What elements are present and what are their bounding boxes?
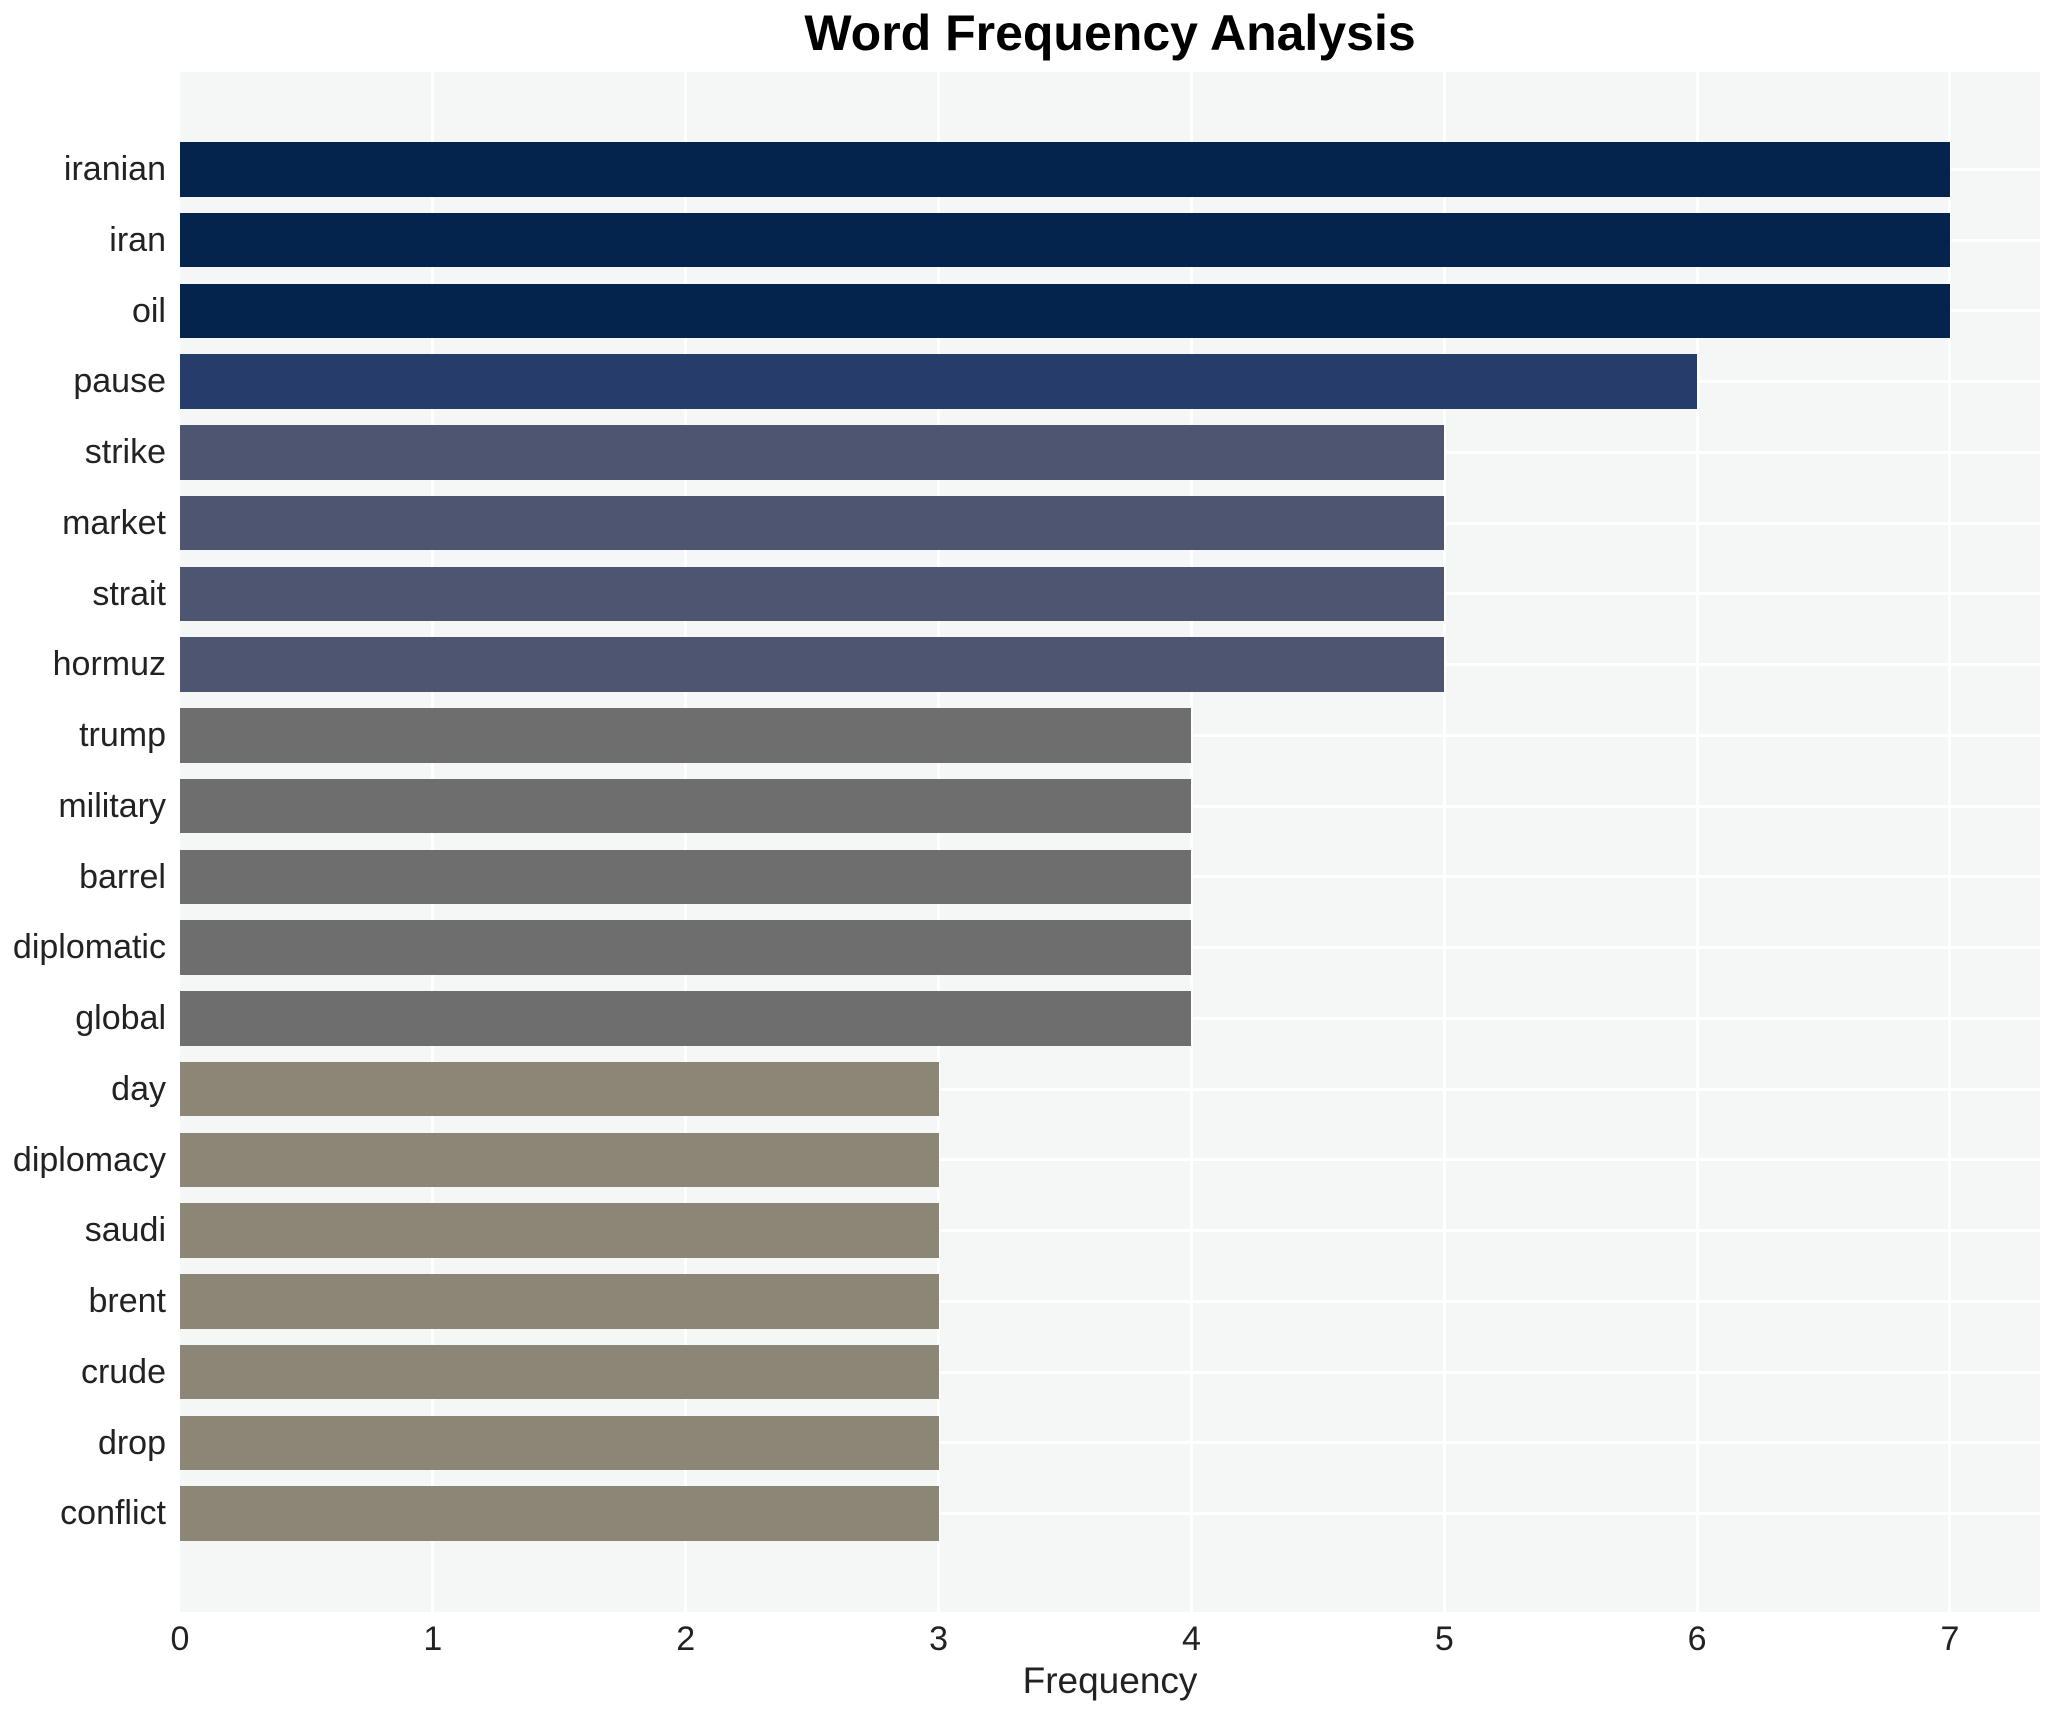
- bar-drop: [180, 1415, 939, 1471]
- bar-diplomacy: [180, 1132, 939, 1188]
- y-axis-label-iranian: iranian: [63, 150, 166, 188]
- bar-oil: [180, 283, 1950, 339]
- y-axis-label-crude: crude: [80, 1352, 166, 1391]
- v-gridline: [937, 72, 941, 1612]
- bar-saudi: [180, 1203, 939, 1258]
- bar-market: [180, 495, 1445, 551]
- bar-diplomatic: [180, 920, 1192, 975]
- y-axis-label-barrel: barrel: [79, 857, 166, 896]
- y-axis-label-pause: pause: [73, 362, 166, 401]
- x-tick-label-6: 6: [1687, 1620, 1707, 1658]
- plot-area: [180, 72, 2040, 1612]
- x-tick-label-2: 2: [676, 1620, 696, 1658]
- bar-military: [180, 778, 1192, 834]
- bar-barrel: [180, 849, 1192, 905]
- bar-iranian: [180, 142, 1950, 197]
- v-gridline: [1948, 72, 1952, 1612]
- bar-pause: [180, 354, 1698, 409]
- y-axis-label-trump: trump: [79, 716, 166, 755]
- y-axis-label-iran: iran: [109, 220, 166, 259]
- y-axis-label-hormuz: hormuz: [52, 645, 166, 684]
- y-axis-label-oil: oil: [131, 291, 166, 330]
- bar-iran: [180, 212, 1950, 268]
- chart-title: Word Frequency Analysis: [804, 5, 1416, 61]
- y-axis-label-brent: brent: [88, 1282, 167, 1321]
- y-axis-label-drop: drop: [97, 1423, 166, 1462]
- x-tick-label-7: 7: [1940, 1620, 1960, 1658]
- x-tick-label-5: 5: [1434, 1620, 1454, 1658]
- x-tick-label-3: 3: [929, 1620, 949, 1658]
- y-axis-label-conflict: conflict: [60, 1494, 166, 1533]
- bar-brent: [180, 1274, 939, 1329]
- h-gridline: [180, 1229, 2040, 1233]
- y-axis-label-global: global: [75, 999, 166, 1038]
- bar-trump: [180, 708, 1192, 763]
- h-gridline: [180, 1158, 2040, 1162]
- bar-hormuz: [180, 637, 1445, 692]
- h-gridline: [180, 1299, 2040, 1303]
- h-gridline: [180, 1512, 2040, 1516]
- y-axis-label-diplomatic: diplomatic: [12, 928, 166, 967]
- x-tick-label-0: 0: [170, 1620, 190, 1658]
- x-axis-title: Frequency: [1022, 1660, 1198, 1701]
- y-axis-label-market: market: [62, 503, 166, 542]
- bar-day: [180, 1061, 939, 1117]
- x-tick-label-1: 1: [423, 1620, 443, 1658]
- bar-conflict: [180, 1486, 939, 1541]
- h-gridline: [180, 1441, 2040, 1445]
- x-tick-label-4: 4: [1181, 1620, 1201, 1658]
- v-gridline: [1695, 72, 1699, 1612]
- h-gridline: [180, 1370, 2040, 1374]
- y-axis-label-day: day: [111, 1069, 166, 1108]
- y-axis-label-military: military: [58, 786, 166, 825]
- bar-global: [180, 991, 1192, 1046]
- y-axis-label-strait: strait: [92, 574, 166, 613]
- v-gridline: [431, 72, 435, 1612]
- bar-crude: [180, 1344, 939, 1400]
- bar-strike: [180, 425, 1445, 480]
- y-axis-label-strike: strike: [84, 433, 166, 472]
- v-gridline: [1189, 72, 1193, 1612]
- y-axis-label-diplomacy: diplomacy: [12, 1140, 166, 1179]
- h-gridline: [180, 1087, 2040, 1091]
- v-gridline: [684, 72, 688, 1612]
- bar-strait: [180, 566, 1445, 622]
- y-axis-label-saudi: saudi: [84, 1211, 166, 1250]
- v-gridline: [1442, 72, 1446, 1612]
